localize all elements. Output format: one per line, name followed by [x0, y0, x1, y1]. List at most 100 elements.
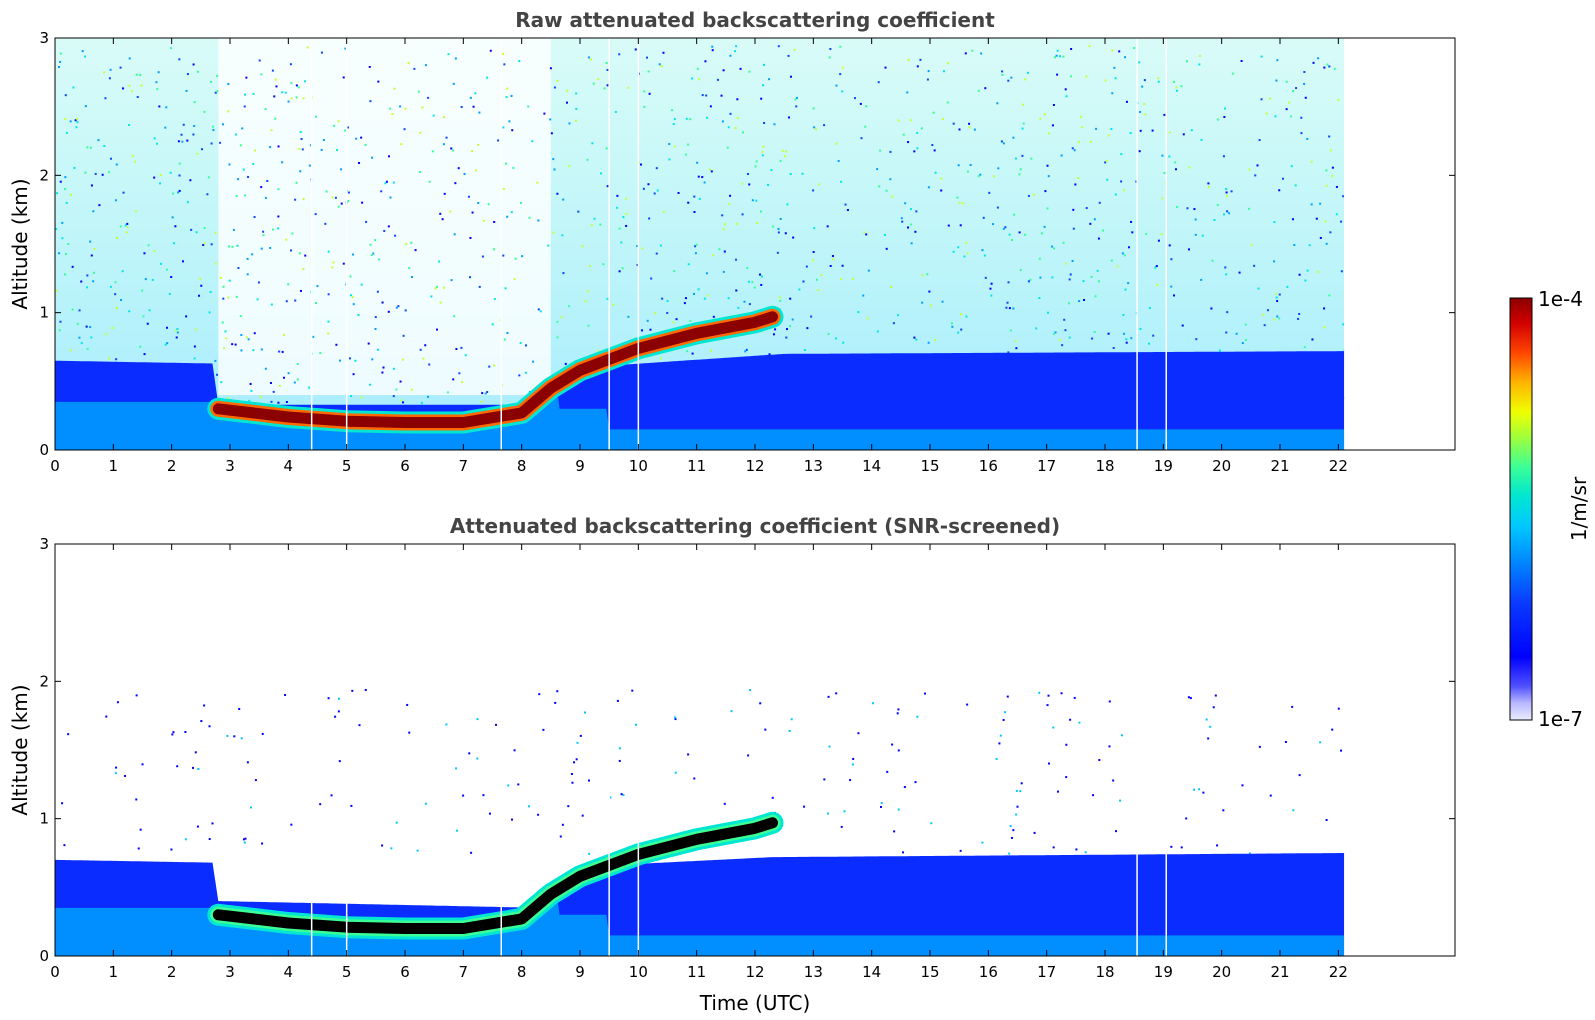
- noise-speckle: [241, 127, 244, 130]
- noise-speckle: [294, 198, 297, 201]
- noise-speckle: [556, 80, 559, 83]
- noise-speckle: [695, 243, 698, 246]
- noise-speckle: [876, 168, 879, 171]
- x-tick-label: 8: [517, 457, 527, 475]
- noise-speckle: [1001, 70, 1004, 73]
- noise-speckle: [774, 328, 777, 331]
- noise-speckle: [277, 227, 280, 230]
- noise-speckle: [395, 388, 398, 391]
- noise-speckle: [1298, 273, 1301, 276]
- noise-speckle: [839, 45, 842, 48]
- noise-speckle: [371, 358, 374, 361]
- noise-speckle: [1269, 794, 1272, 797]
- noise-speckle: [378, 258, 381, 261]
- noise-speckle: [1263, 324, 1266, 327]
- noise-speckle: [941, 300, 944, 303]
- noise-speckle: [109, 68, 112, 71]
- noise-speckle: [467, 195, 470, 198]
- noise-speckle: [840, 180, 843, 183]
- noise-speckle: [1163, 171, 1166, 174]
- noise-speckle: [772, 225, 775, 228]
- noise-speckle: [1281, 177, 1284, 180]
- noise-speckle: [488, 365, 491, 368]
- noise-speckle: [484, 392, 487, 395]
- noise-speckle: [445, 723, 448, 726]
- noise-speckle: [1104, 79, 1107, 82]
- noise-speckle: [381, 371, 384, 374]
- noise-speckle: [884, 233, 887, 236]
- noise-speckle: [299, 170, 302, 173]
- noise-speckle: [1022, 103, 1025, 106]
- noise-speckle: [933, 149, 936, 152]
- noise-speckle: [1033, 831, 1036, 834]
- noise-speckle: [694, 245, 697, 248]
- noise-speckle: [968, 126, 971, 129]
- noise-speckle: [226, 734, 229, 737]
- noise-speckle: [606, 68, 609, 71]
- noise-speckle: [751, 281, 754, 284]
- noise-speckle: [58, 66, 61, 69]
- noise-speckle: [1055, 54, 1058, 57]
- noise-speckle: [777, 231, 780, 234]
- noise-speckle: [449, 210, 452, 213]
- noise-speckle: [915, 338, 918, 341]
- noise-speckle: [1015, 813, 1018, 816]
- noise-speckle: [768, 353, 771, 356]
- noise-speckle: [92, 210, 95, 213]
- noise-speckle: [860, 137, 863, 140]
- noise-speckle: [128, 84, 131, 87]
- noise-speckle: [206, 193, 209, 196]
- noise-speckle: [71, 265, 74, 268]
- noise-speckle: [616, 206, 619, 209]
- noise-speckle: [639, 163, 642, 166]
- noise-speckle: [857, 311, 860, 314]
- noise-speckle: [747, 754, 750, 757]
- noise-speckle: [270, 129, 273, 132]
- noise-speckle: [78, 336, 81, 339]
- noise-speckle: [489, 49, 492, 52]
- x-tick-label: 10: [629, 457, 648, 475]
- noise-speckle: [618, 747, 621, 750]
- noise-speckle: [1293, 244, 1296, 247]
- noise-speckle: [672, 321, 675, 324]
- noise-speckle: [1124, 288, 1127, 291]
- noise-speckle: [566, 89, 569, 92]
- noise-speckle: [886, 770, 889, 773]
- noise-speckle: [407, 62, 410, 65]
- noise-speckle: [302, 97, 305, 100]
- noise-speckle: [299, 131, 302, 134]
- noise-speckle: [76, 322, 79, 325]
- noise-speckle: [1180, 846, 1183, 849]
- noise-speckle: [721, 120, 724, 123]
- noise-speckle: [172, 731, 175, 734]
- noise-speckle: [1306, 137, 1309, 140]
- noise-speckle: [1071, 147, 1074, 150]
- noise-speckle: [706, 294, 709, 297]
- noise-speckle: [232, 228, 235, 231]
- noise-speckle: [674, 771, 677, 774]
- noise-speckle: [308, 386, 311, 389]
- noise-speckle: [237, 178, 240, 181]
- noise-speckle: [805, 265, 808, 268]
- noise-speckle: [1073, 149, 1076, 152]
- noise-speckle: [1189, 697, 1192, 700]
- noise-speckle: [1019, 790, 1022, 793]
- noise-speckle: [502, 52, 505, 55]
- noise-speckle: [105, 715, 108, 718]
- noise-speckle: [504, 287, 507, 290]
- noise-speckle: [338, 760, 341, 763]
- noise-speckle: [144, 278, 147, 281]
- noise-speckle: [897, 314, 900, 317]
- noise-speckle: [59, 61, 62, 64]
- noise-speckle: [751, 199, 754, 202]
- noise-speckle: [1088, 45, 1091, 48]
- x-tick-label: 6: [400, 457, 410, 475]
- noise-speckle: [673, 270, 676, 273]
- noise-speckle: [803, 349, 806, 352]
- noise-speckle: [1187, 248, 1190, 251]
- noise-speckle: [300, 137, 303, 140]
- noise-speckle: [1004, 226, 1007, 229]
- noise-speckle: [1325, 169, 1328, 172]
- noise-speckle: [983, 254, 986, 257]
- noise-speckle: [811, 259, 814, 262]
